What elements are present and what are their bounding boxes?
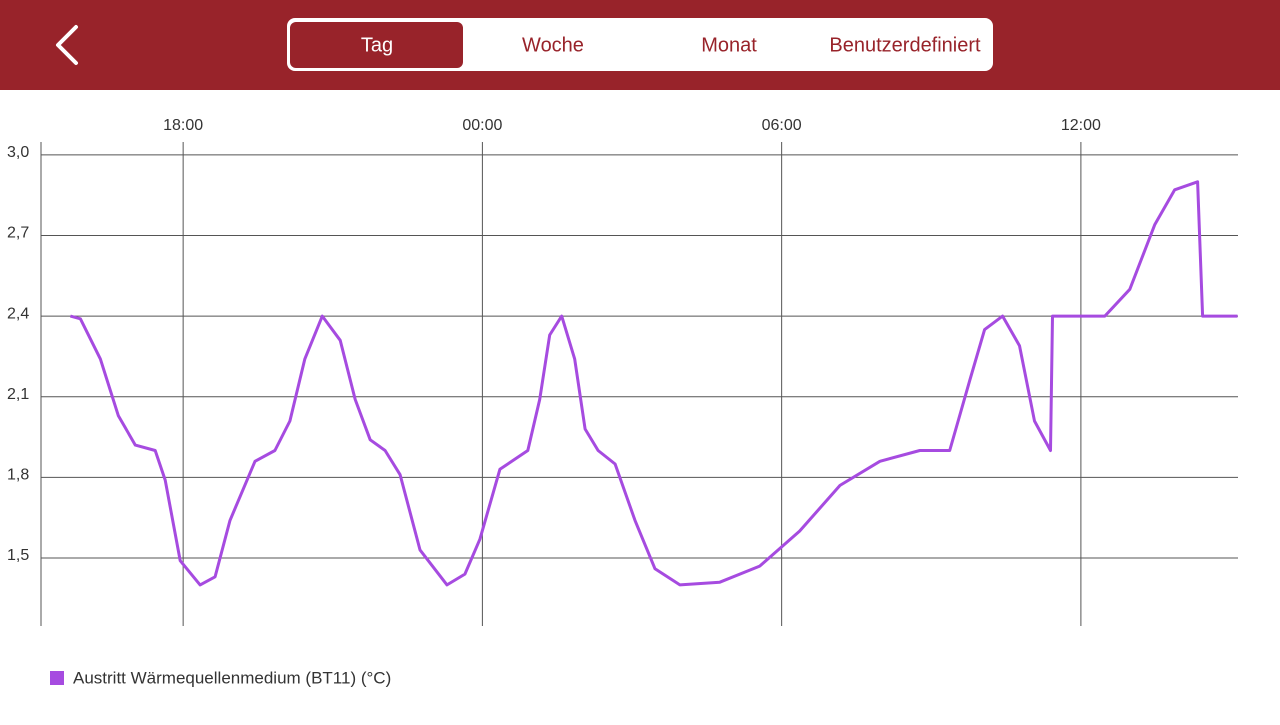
x-tick-label: 12:00 [1061, 117, 1101, 134]
tab-label[interactable]: Monat [701, 34, 757, 56]
tab-selected-bg[interactable] [290, 22, 463, 68]
back-button[interactable] [40, 20, 90, 70]
y-tick-label: 1,8 [7, 467, 29, 484]
x-tick-label: 00:00 [462, 117, 502, 134]
segmented-control [287, 18, 993, 71]
y-tick-label: 2,1 [7, 386, 29, 403]
x-tick-label: 18:00 [163, 117, 203, 134]
y-tick-label: 3,0 [7, 144, 29, 161]
legend-swatch [50, 671, 64, 685]
tab-label[interactable]: Tag [361, 34, 393, 56]
y-tick-label: 2,7 [7, 225, 29, 242]
y-tick-label: 2,4 [7, 305, 29, 322]
back-hit[interactable] [40, 20, 90, 70]
back-arrow[interactable] [56, 25, 78, 65]
y-tick-label: 1,5 [7, 547, 29, 564]
tab-label[interactable]: Benutzerdefiniert [829, 34, 981, 56]
x-tick-label: 06:00 [762, 117, 802, 134]
legend-label: Austritt Wärmequellenmedium (BT11) (°C) [73, 668, 391, 687]
data-line [70, 180, 1238, 587]
tab-label[interactable]: Woche [522, 34, 584, 56]
